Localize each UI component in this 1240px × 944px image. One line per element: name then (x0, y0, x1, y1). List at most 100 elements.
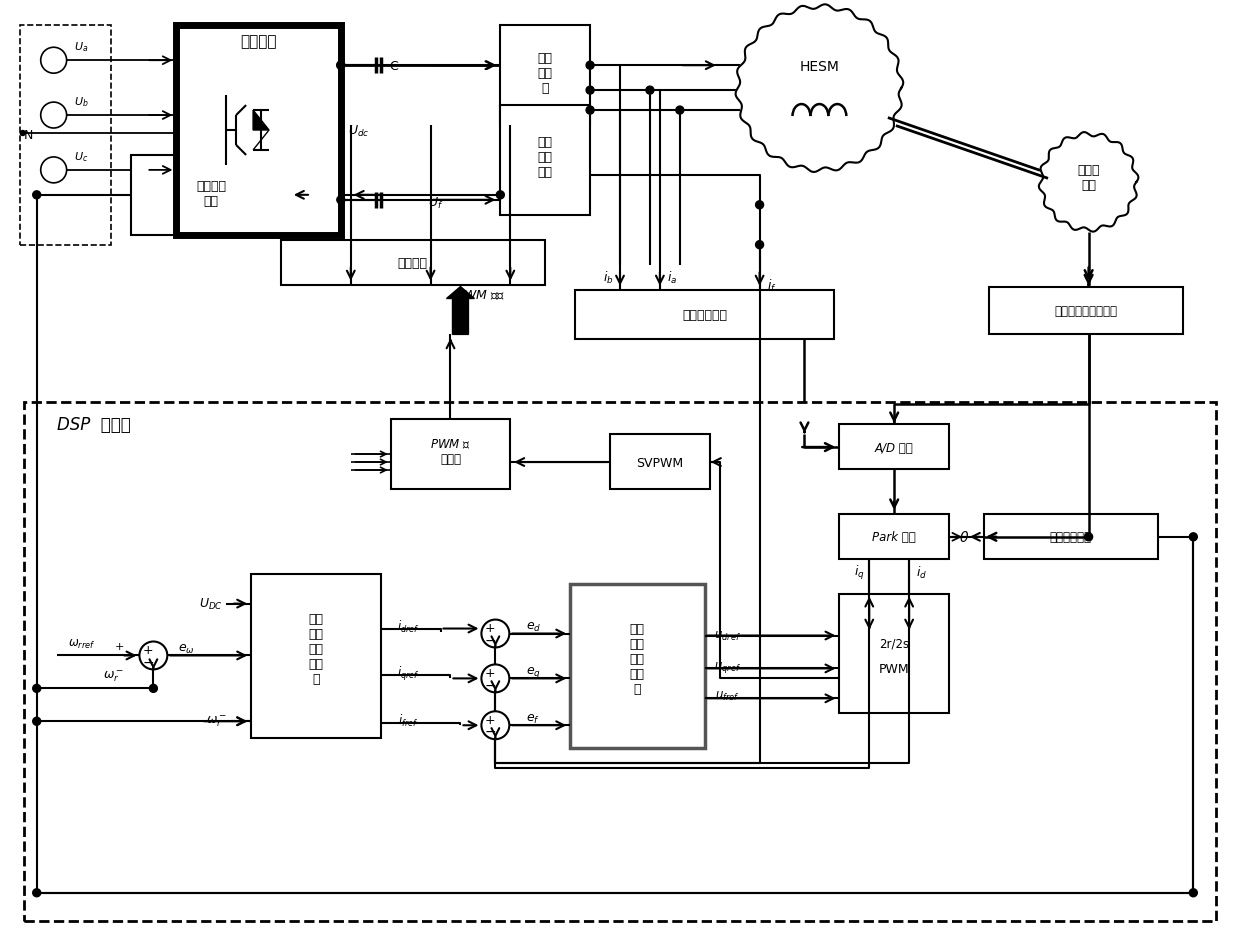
Text: $i_d$: $i_d$ (915, 565, 926, 581)
Text: DSP  控制器: DSP 控制器 (57, 415, 130, 433)
Bar (250, 574, 381, 738)
Text: $i_q$: $i_q$ (854, 564, 864, 582)
Text: 主功
率模
块: 主功 率模 块 (538, 52, 553, 94)
Circle shape (1189, 889, 1198, 897)
Bar (575, 290, 835, 340)
Bar (570, 584, 704, 749)
Circle shape (676, 107, 683, 115)
Text: $i_f$: $i_f$ (766, 278, 776, 294)
Text: 光电编
码器: 光电编 码器 (1078, 163, 1100, 192)
Text: $\omega_{rref}$: $\omega_{rref}$ (68, 637, 95, 650)
Text: 励磁
功率
模块: 励磁 功率 模块 (538, 136, 553, 179)
Circle shape (41, 103, 67, 129)
Text: $U_c$: $U_c$ (73, 150, 88, 163)
Text: +: + (485, 713, 496, 726)
Text: C: C (389, 59, 398, 73)
Text: $\theta$: $\theta$ (959, 530, 970, 545)
Text: A/D 转换: A/D 转换 (874, 441, 914, 454)
Text: HESM: HESM (800, 60, 839, 75)
Circle shape (587, 107, 594, 115)
Bar (501, 106, 590, 215)
Bar (176, 26, 341, 235)
Text: $U_{dc}$: $U_{dc}$ (348, 124, 370, 139)
Text: $e_d$: $e_d$ (526, 620, 541, 633)
Bar (24, 403, 1216, 920)
Polygon shape (1039, 133, 1138, 232)
Bar (20, 26, 112, 245)
Bar (990, 287, 1183, 335)
Text: N: N (24, 129, 33, 143)
Circle shape (1085, 533, 1092, 541)
Text: $U_b$: $U_b$ (73, 95, 88, 109)
Text: 电流调理电路: 电流调理电路 (682, 309, 727, 322)
Circle shape (496, 192, 505, 199)
Circle shape (41, 48, 67, 74)
Text: +: + (115, 642, 124, 651)
Circle shape (32, 192, 41, 199)
Bar (131, 156, 291, 235)
Text: +: + (485, 666, 496, 679)
Text: $i_b$: $i_b$ (603, 269, 614, 285)
Text: $U_{DC}$: $U_{DC}$ (200, 597, 223, 612)
Bar (839, 594, 949, 714)
Polygon shape (735, 6, 903, 173)
Text: 驱动电路: 驱动电路 (398, 257, 428, 270)
Text: $i_{dref}$: $i_{dref}$ (397, 617, 420, 634)
Text: $e_q$: $e_q$ (526, 665, 541, 679)
Text: −: − (485, 678, 496, 692)
Text: −: − (485, 632, 496, 647)
Text: 转子位置计算: 转子位置计算 (1050, 531, 1091, 544)
Text: Park 转换: Park 转换 (872, 531, 916, 544)
Text: +: + (143, 643, 154, 656)
Circle shape (755, 202, 764, 210)
Text: $U_f$: $U_f$ (428, 196, 443, 211)
Polygon shape (253, 131, 269, 151)
Circle shape (755, 242, 764, 249)
Text: $\omega_r^-$: $\omega_r^-$ (206, 713, 227, 729)
Circle shape (337, 62, 345, 70)
Circle shape (646, 87, 653, 95)
Text: $PWM$ 信号: $PWM$ 信号 (456, 289, 505, 302)
Circle shape (149, 684, 157, 693)
Text: 转速
逆推
跟踪
控制
器: 转速 逆推 跟踪 控制 器 (309, 613, 324, 685)
Bar (501, 26, 590, 126)
Text: 电压调理
电路: 电压调理 电路 (196, 179, 226, 208)
Text: 2r/2s: 2r/2s (879, 637, 909, 650)
Bar (391, 420, 511, 489)
Circle shape (337, 196, 345, 205)
Text: $u_{dref}$: $u_{dref}$ (714, 630, 742, 642)
Text: +: + (485, 621, 496, 634)
Text: PWM: PWM (879, 663, 909, 675)
Circle shape (481, 620, 510, 648)
Text: $U_a$: $U_a$ (73, 41, 88, 54)
Text: $e_f$: $e_f$ (526, 712, 541, 725)
Text: $\omega_r^-$: $\omega_r^-$ (103, 667, 124, 683)
Text: 电流
逆推
跟踪
控制
器: 电流 逆推 跟踪 控制 器 (630, 622, 645, 695)
Text: SVPWM: SVPWM (636, 456, 683, 469)
Text: 整流电路: 整流电路 (239, 34, 277, 49)
Circle shape (32, 684, 41, 693)
Text: $e_\omega$: $e_\omega$ (179, 642, 195, 655)
Text: $i_a$: $i_a$ (667, 269, 677, 285)
Text: −: − (485, 724, 496, 738)
Text: $PWM$ 信
号产生: $PWM$ 信 号产生 (430, 437, 471, 465)
Circle shape (337, 62, 345, 70)
Circle shape (481, 665, 510, 693)
Circle shape (481, 712, 510, 739)
Circle shape (1189, 533, 1198, 541)
Circle shape (587, 62, 594, 70)
Circle shape (41, 158, 67, 184)
Circle shape (587, 87, 594, 95)
Text: $i_{qref}$: $i_{qref}$ (397, 665, 420, 683)
Text: $i_{fref}$: $i_{fref}$ (398, 713, 419, 729)
Circle shape (139, 642, 167, 669)
Bar (983, 514, 1158, 559)
Text: 编码器信号处理电路: 编码器信号处理电路 (1054, 305, 1117, 317)
Text: $u_{fref}$: $u_{fref}$ (715, 689, 740, 702)
Circle shape (32, 717, 41, 726)
Bar (839, 425, 949, 469)
Circle shape (32, 889, 41, 897)
Text: $u_{qref}$: $u_{qref}$ (714, 659, 742, 674)
Bar (281, 241, 546, 285)
FancyArrow shape (446, 287, 475, 335)
